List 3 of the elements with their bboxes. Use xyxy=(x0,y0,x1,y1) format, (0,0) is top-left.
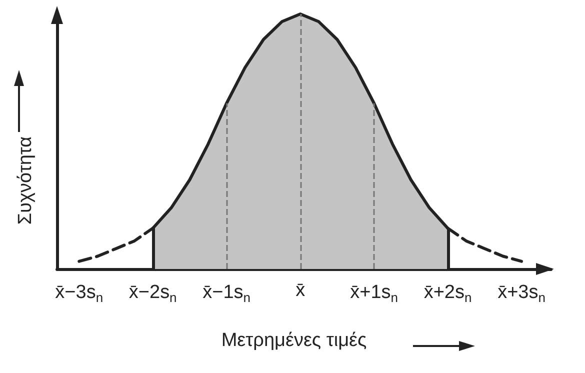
x-tick-label: x̄ xyxy=(296,280,306,301)
y-axis-title: Συχνότητα xyxy=(15,136,36,225)
x-axis-title: Μετρημένες τιμές xyxy=(221,330,367,351)
